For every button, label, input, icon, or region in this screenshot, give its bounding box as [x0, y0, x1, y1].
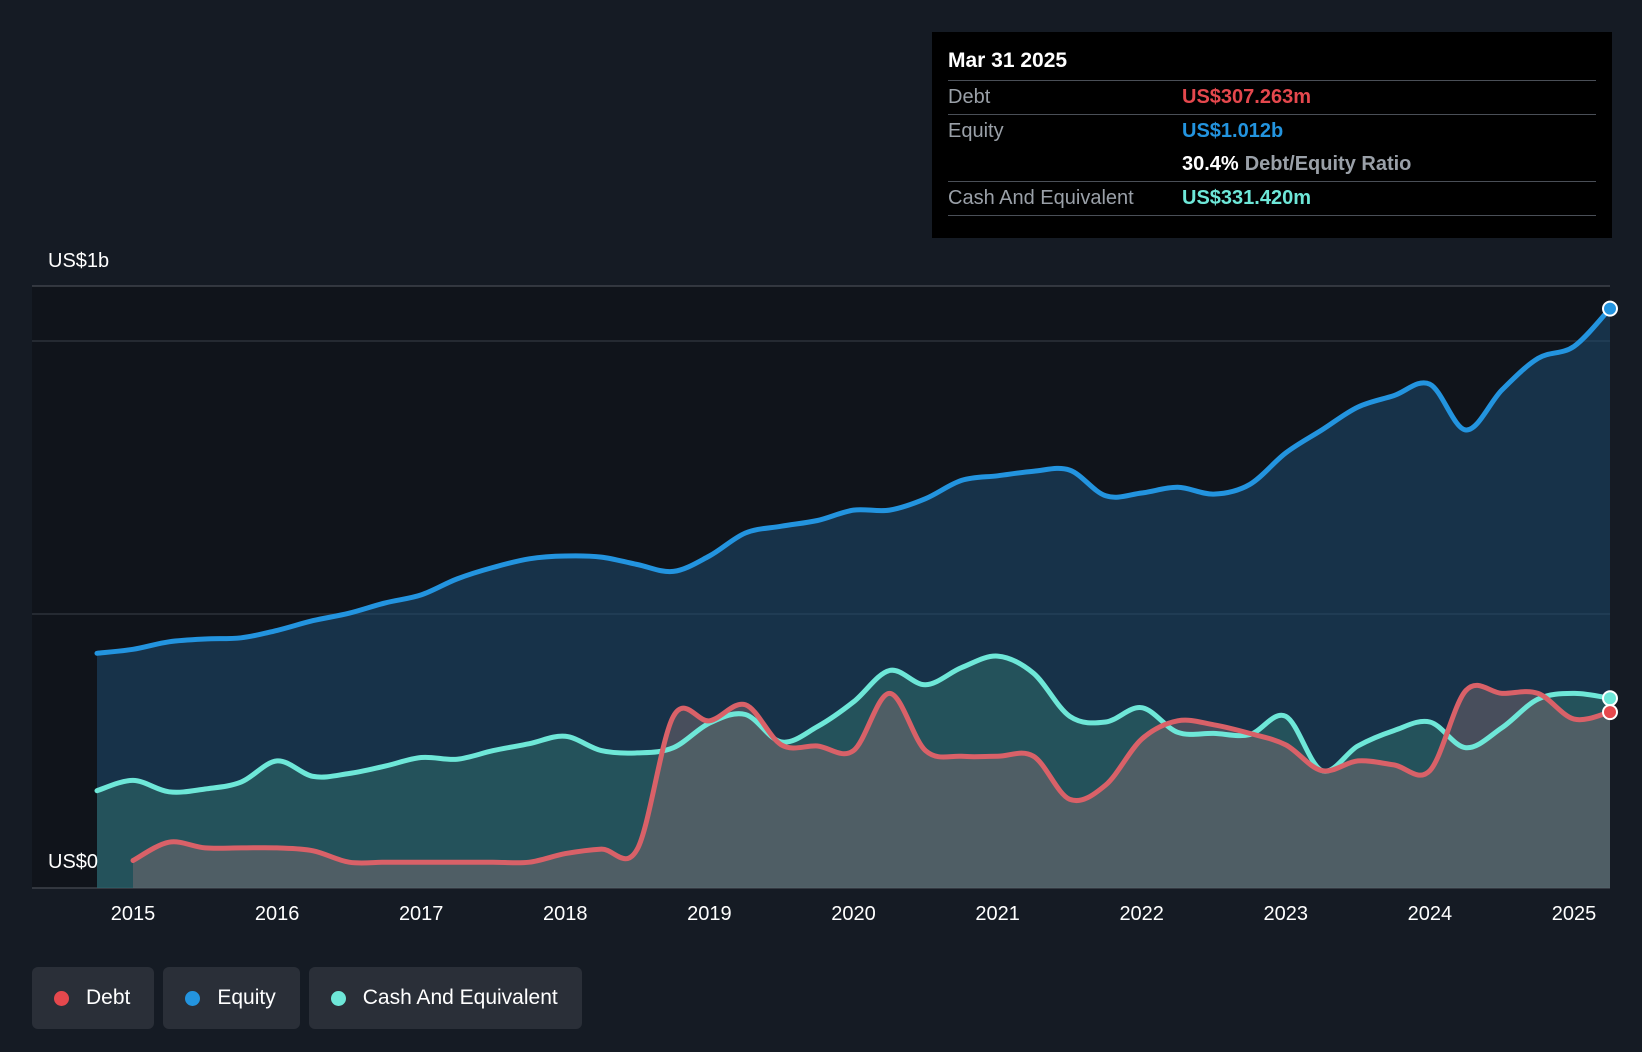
y-axis-top-label: US$1b	[48, 250, 110, 272]
tooltip-cash-value: US$331.420m	[1182, 187, 1311, 209]
tooltip-row-debt: Debt US$307.263m	[948, 80, 1596, 114]
line-cash-and-equivalent	[94, 653, 1613, 795]
tooltip-row-cash: Cash And Equivalent US$331.420m	[948, 181, 1596, 216]
line-equity	[94, 306, 1613, 656]
tooltip-ratio-value: 30.4%	[1182, 153, 1239, 175]
tooltip-equity-value: US$1.012b	[1182, 120, 1284, 142]
legend-item-cash[interactable]: Cash And Equivalent	[308, 967, 582, 1029]
line-debt	[130, 682, 1613, 866]
endpoint-equity[interactable]	[1602, 300, 1618, 317]
x-tick-label: 2015	[111, 903, 156, 925]
x-tick-label: 2016	[255, 903, 300, 925]
endpoint-cash-and-equivalent[interactable]	[1602, 690, 1618, 707]
x-tick-label: 2019	[687, 903, 732, 925]
legend-label-equity: Equity	[217, 986, 276, 1009]
legend-dot-debt	[54, 990, 69, 1006]
x-tick-label: 2024	[1408, 903, 1453, 925]
tooltip-ratio-label: Debt/Equity Ratio	[1244, 153, 1412, 175]
legend-label-debt: Debt	[86, 986, 131, 1009]
x-tick-label: 2020	[831, 903, 876, 925]
tooltip-panel: Mar 31 2025 Debt US$307.263m Equity US$1…	[932, 32, 1612, 238]
tooltip-equity-label: Equity	[948, 120, 1004, 142]
tooltip-debt-label: Debt	[948, 86, 991, 108]
legend-dot-equity	[185, 990, 201, 1006]
legend-label-cash: Cash And Equivalent	[362, 986, 558, 1009]
x-tick-label: 2021	[975, 903, 1020, 925]
x-tick-label: 2022	[1119, 903, 1164, 925]
chart-legend: Debt Equity Cash And Equivalent	[32, 967, 582, 1029]
legend-item-debt[interactable]: Debt	[32, 967, 155, 1029]
tooltip-row-ratio: 30.4% Debt/Equity Ratio	[948, 148, 1596, 181]
x-tick-label: 2017	[399, 903, 444, 925]
legend-item-equity[interactable]: Equity	[163, 967, 300, 1029]
legend-dot-cash	[330, 990, 346, 1006]
x-tick-label: 2025	[1552, 903, 1597, 925]
tooltip-date: Mar 31 2025	[948, 49, 1068, 72]
x-tick-label: 2023	[1264, 903, 1309, 925]
tooltip-debt-value: US$307.263m	[1182, 86, 1311, 108]
x-tick-label: 2018	[543, 903, 588, 925]
y-axis-bottom-label: US$0	[48, 851, 99, 873]
endpoint-debt[interactable]	[1602, 704, 1618, 721]
tooltip-row-equity: Equity US$1.012b	[948, 114, 1596, 148]
tooltip-cash-label: Cash And Equivalent	[948, 187, 1134, 209]
